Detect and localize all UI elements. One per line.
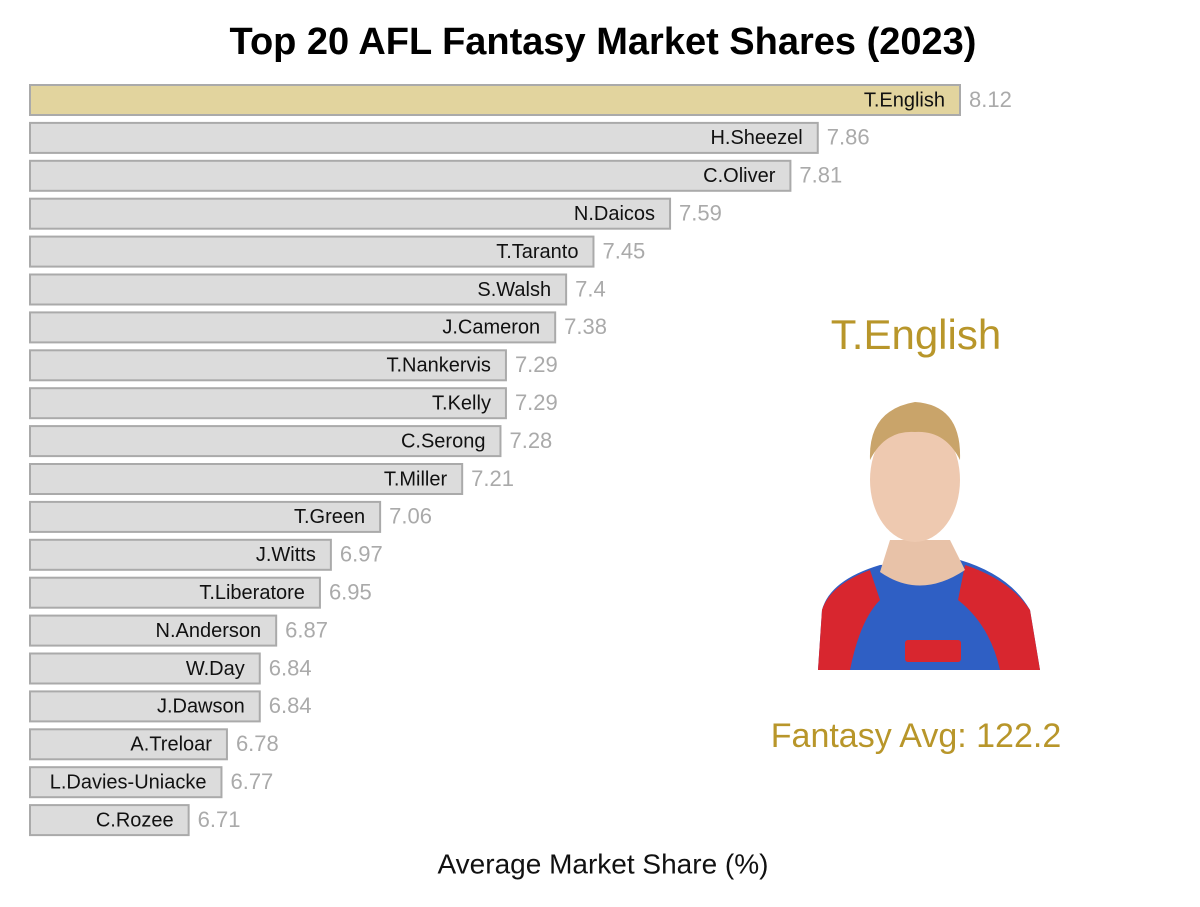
bar-label: C.Oliver	[703, 165, 776, 187]
bar-label: C.Rozee	[96, 809, 174, 831]
value-label: 6.84	[269, 693, 312, 718]
bar	[29, 690, 261, 723]
value-label: 7.59	[679, 201, 722, 226]
value-label: 7.29	[515, 390, 558, 415]
value-label: 8.12	[969, 87, 1012, 112]
bar-label: T.English	[864, 89, 945, 111]
bar	[29, 463, 464, 495]
x-axis-label: Average Market Share (%)	[438, 848, 769, 879]
bar-label: J.Cameron	[442, 317, 540, 339]
bar-label: T.Kelly	[432, 392, 491, 414]
bar-label: T.Miller	[384, 468, 448, 490]
bar-label: A.Treloar	[130, 734, 212, 756]
bar	[29, 311, 557, 344]
value-label: 7.38	[564, 314, 607, 339]
bar	[29, 576, 321, 609]
bar	[29, 349, 507, 382]
value-label: 6.95	[329, 580, 372, 605]
bar-label: J.Witts	[256, 544, 316, 566]
value-label: 7.4	[575, 276, 606, 301]
bar	[29, 652, 261, 685]
value-label: 7.29	[515, 352, 558, 377]
bar-label: L.Davies-Uniacke	[50, 771, 207, 793]
value-label: 7.81	[799, 163, 842, 188]
bar	[29, 235, 595, 268]
bar	[29, 197, 672, 230]
value-label: 6.84	[269, 655, 312, 680]
bar-label: W.Day	[186, 658, 245, 680]
value-label: 6.71	[198, 807, 241, 832]
value-label: 7.86	[827, 125, 870, 150]
bar-label: N.Daicos	[574, 203, 655, 225]
bar-label: T.Taranto	[496, 241, 578, 263]
bar	[29, 766, 223, 799]
highlight-name: T.English	[831, 311, 1001, 358]
bar-label: N.Anderson	[156, 620, 262, 642]
bar-label: T.Nankervis	[386, 355, 490, 377]
bar	[29, 121, 819, 154]
bar-label: T.Liberatore	[199, 582, 305, 604]
value-label: 6.87	[285, 617, 328, 642]
value-label: 7.45	[602, 238, 645, 263]
bar	[29, 273, 568, 306]
bar-label: J.Dawson	[157, 696, 245, 718]
bar	[29, 159, 792, 192]
value-label: 6.78	[236, 731, 279, 756]
chart-title: Top 20 AFL Fantasy Market Shares (2023)	[230, 21, 977, 63]
bar	[29, 538, 332, 571]
bar	[29, 500, 382, 533]
bar	[29, 728, 228, 761]
bar-label: C.Serong	[401, 430, 486, 452]
bar	[29, 804, 190, 837]
annotation: Fantasy Avg: 122.2	[771, 717, 1061, 755]
player-photo	[818, 402, 1040, 670]
value-label: 7.21	[471, 466, 514, 491]
bar-label: S.Walsh	[477, 279, 551, 301]
bar	[29, 387, 507, 420]
value-label: 6.77	[230, 769, 273, 794]
bar	[29, 614, 278, 647]
value-label: 7.06	[389, 504, 432, 529]
value-label: 7.28	[509, 428, 552, 453]
value-label: 6.97	[340, 542, 383, 567]
bar-label: T.Green	[294, 506, 365, 528]
bar-label: H.Sheezel	[710, 127, 802, 149]
bar	[29, 425, 502, 458]
bar	[29, 84, 961, 116]
